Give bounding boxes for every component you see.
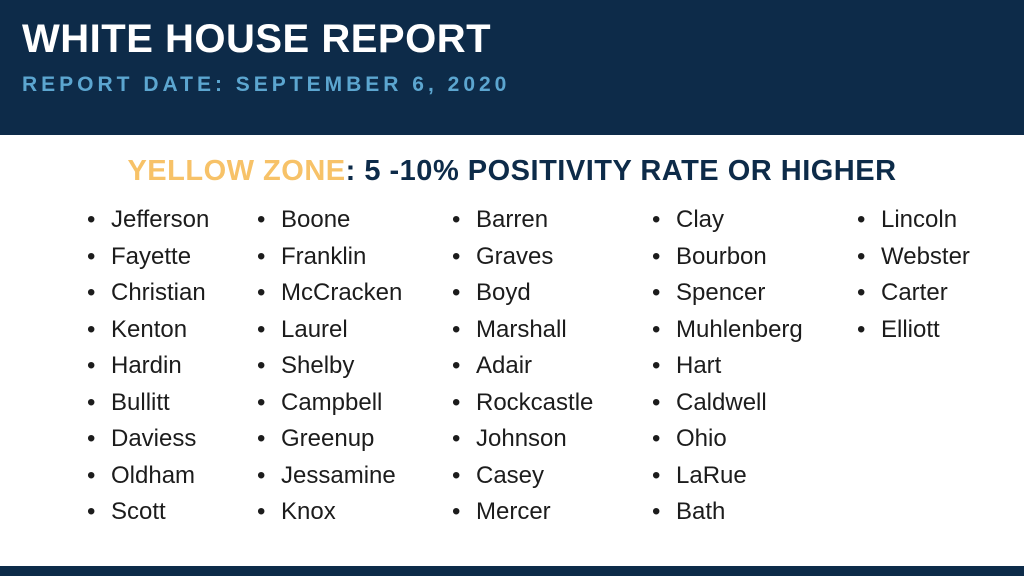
list-item: Boyd <box>450 275 650 312</box>
list-item: Barren <box>450 202 650 239</box>
list-item: Webster <box>855 239 1004 276</box>
list-item: Scott <box>85 494 255 531</box>
footer-bar <box>0 566 1024 576</box>
list-item: Jessamine <box>255 458 450 495</box>
county-column-2: BooneFranklinMcCrackenLaurelShelbyCampbe… <box>255 202 450 531</box>
county-column-4: ClayBourbonSpencerMuhlenbergHartCaldwell… <box>650 202 855 531</box>
list-item: Ohio <box>650 421 855 458</box>
list-item: Mercer <box>450 494 650 531</box>
list-item: Laurel <box>255 312 450 349</box>
list-item: Bullitt <box>85 385 255 422</box>
list-item: Lincoln <box>855 202 1004 239</box>
zone-label: YELLOW ZONE <box>127 155 346 187</box>
list-item: McCracken <box>255 275 450 312</box>
county-columns: JeffersonFayetteChristianKentonHardinBul… <box>0 188 1024 531</box>
list-item: Christian <box>85 275 255 312</box>
section-heading: YELLOW ZONE: 5 -10% POSITIVITY RATE OR H… <box>0 155 1024 188</box>
list-item: Rockcastle <box>450 385 650 422</box>
list-item: Jefferson <box>85 202 255 239</box>
list-item: Elliott <box>855 312 1004 349</box>
list-item: Kenton <box>85 312 255 349</box>
list-item: Graves <box>450 239 650 276</box>
list-item: Caldwell <box>650 385 855 422</box>
county-column-3: BarrenGravesBoydMarshallAdairRockcastleJ… <box>450 202 650 531</box>
list-item: Fayette <box>85 239 255 276</box>
list-item: LaRue <box>650 458 855 495</box>
list-item: Casey <box>450 458 650 495</box>
list-item: Muhlenberg <box>650 312 855 349</box>
list-item: Knox <box>255 494 450 531</box>
list-item: Oldham <box>85 458 255 495</box>
zone-criteria: : 5 -10% POSITIVITY RATE OR HIGHER <box>345 155 897 187</box>
list-item: Carter <box>855 275 1004 312</box>
list-item: Marshall <box>450 312 650 349</box>
list-item: Bath <box>650 494 855 531</box>
list-item: Campbell <box>255 385 450 422</box>
report-header: WHITE HOUSE REPORT REPORT DATE: SEPTEMBE… <box>0 0 1024 135</box>
list-item: Boone <box>255 202 450 239</box>
county-column-1: JeffersonFayetteChristianKentonHardinBul… <box>85 202 255 531</box>
list-item: Franklin <box>255 239 450 276</box>
list-item: Hart <box>650 348 855 385</box>
list-item: Spencer <box>650 275 855 312</box>
list-item: Hardin <box>85 348 255 385</box>
list-item: Johnson <box>450 421 650 458</box>
list-item: Greenup <box>255 421 450 458</box>
list-item: Clay <box>650 202 855 239</box>
report-date: REPORT DATE: SEPTEMBER 6, 2020 <box>22 73 511 96</box>
county-column-5: LincolnWebsterCarterElliott <box>855 202 1004 531</box>
page-title: WHITE HOUSE REPORT <box>22 17 492 61</box>
list-item: Adair <box>450 348 650 385</box>
list-item: Daviess <box>85 421 255 458</box>
list-item: Bourbon <box>650 239 855 276</box>
list-item: Shelby <box>255 348 450 385</box>
